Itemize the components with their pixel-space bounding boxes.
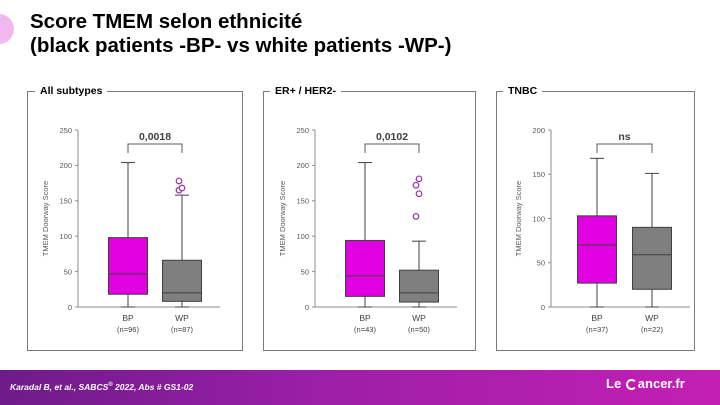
iqr-box (632, 226, 672, 290)
y-tick-label: 50 (301, 267, 309, 276)
y-tick-label: 250 (296, 126, 309, 135)
corner-decoration (0, 14, 14, 44)
chart-panel-er-her2 (263, 91, 476, 351)
outlier-point (412, 181, 420, 189)
y-axis-label: TMEM Doorway Score (41, 181, 50, 256)
y-tick-label: 100 (296, 232, 309, 241)
category-n-label: (n=22) (641, 325, 663, 334)
category-n-label: (n=87) (171, 325, 193, 334)
chart-panel-all-subtypes (27, 91, 243, 351)
comparison-p-value: ns (618, 131, 630, 143)
y-axis-label: TMEM Doorway Score (278, 181, 287, 256)
box-wp (632, 172, 672, 308)
footer-reference-tail: 2022, Abs # GS1-02 (112, 381, 194, 392)
outlier-point (175, 177, 183, 185)
category-label: BP (591, 313, 603, 323)
category-label: WP (175, 313, 189, 323)
y-tick-label: 200 (296, 161, 309, 170)
y-tick-label: 100 (532, 214, 545, 223)
comparison-p-value: 0,0102 (376, 131, 408, 143)
category-n-label: (n=50) (408, 325, 430, 334)
y-tick-label: 0 (541, 303, 545, 312)
category-label: BP (122, 313, 134, 323)
y-tick-label: 200 (532, 126, 545, 135)
logo-c-icon (625, 379, 637, 390)
comparison-p-value: 0,0018 (139, 131, 171, 143)
y-tick-label: 150 (59, 197, 72, 206)
box-bp (345, 162, 385, 308)
logo-text-post: ancer.fr (637, 376, 685, 391)
slide-title-line1: Score TMEM selon ethnicité (30, 10, 303, 33)
slide-title: Score TMEM selon ethnicité (black patien… (30, 10, 451, 58)
category-n-label: (n=96) (117, 325, 139, 334)
boxplot-chart-2 (548, 129, 690, 308)
footer-reference: Karadal B, et al., SABCS® 2022, Abs # GS… (10, 380, 193, 392)
chart-title-tnbc: TNBC (503, 85, 543, 97)
y-tick-label: 200 (59, 161, 72, 170)
box-wp (399, 175, 439, 308)
site-logo[interactable]: Le ancer.fr (606, 376, 685, 392)
category-n-label: (n=37) (586, 325, 608, 334)
chart-title-all-subtypes: All subtypes (35, 85, 108, 97)
category-label: WP (412, 313, 426, 323)
footer-reference-sup: ® (108, 382, 113, 388)
outlier-point (415, 190, 423, 198)
y-tick-label: 50 (537, 259, 545, 268)
y-tick-label: 250 (59, 126, 72, 135)
outlier-point (412, 212, 420, 220)
y-tick-label: 150 (296, 197, 309, 206)
box-wp (162, 177, 202, 308)
iqr-box (162, 259, 202, 302)
box-bp (108, 162, 148, 308)
category-n-label: (n=43) (354, 325, 376, 334)
outlier-point (178, 184, 186, 192)
y-axis-label: TMEM Doorway Score (514, 181, 523, 256)
footer-bar (0, 370, 720, 405)
iqr-box (345, 239, 385, 297)
chart-title-er-her2: ER+ / HER2- (270, 85, 341, 97)
y-tick-label: 100 (59, 232, 72, 241)
iqr-box (577, 215, 617, 284)
boxplot-chart-1 (312, 129, 457, 308)
iqr-box (108, 237, 148, 295)
iqr-box (399, 269, 439, 303)
category-label: WP (645, 313, 659, 323)
slide-title-line2: (black patients -BP- vs white patients -… (30, 34, 452, 57)
comparison-bracket (127, 143, 183, 153)
boxplot-chart-0 (75, 129, 220, 308)
y-tick-label: 0 (305, 303, 309, 312)
comparison-bracket (364, 143, 420, 153)
footer-reference-main: Karadal B, et al., SABCS (10, 381, 109, 392)
comparison-bracket (596, 143, 653, 153)
y-tick-label: 0 (68, 303, 72, 312)
y-tick-label: 50 (64, 267, 72, 276)
box-bp (577, 157, 617, 308)
logo-text-pre: Le (606, 376, 622, 391)
y-tick-label: 150 (532, 170, 545, 179)
outlier-point (415, 175, 423, 183)
category-label: BP (359, 313, 371, 323)
